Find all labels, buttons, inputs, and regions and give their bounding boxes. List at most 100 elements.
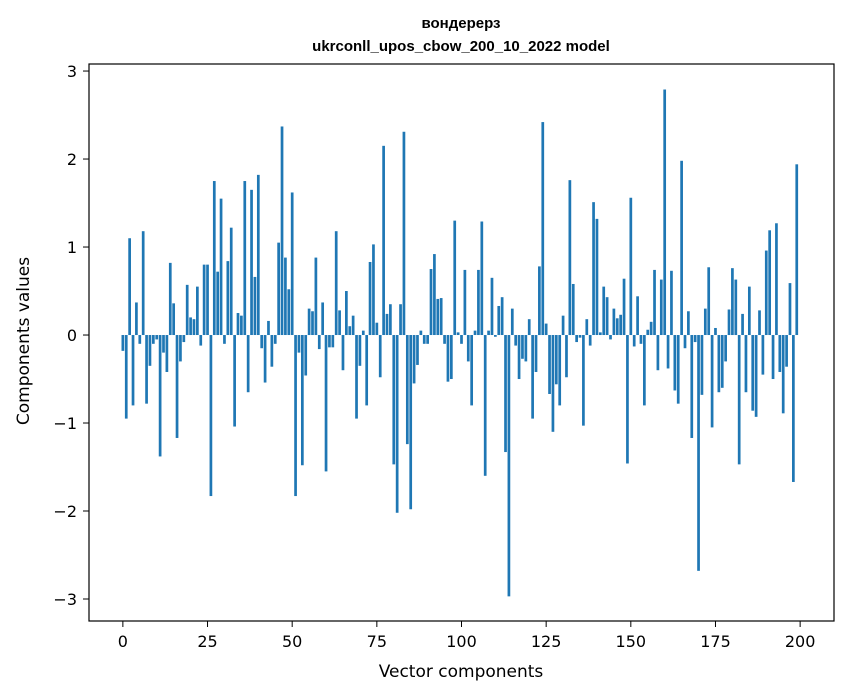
bar-20	[189, 317, 192, 336]
bar-141	[598, 332, 602, 336]
bar-151	[632, 335, 636, 347]
bar-156	[649, 321, 653, 336]
bar-131	[565, 335, 568, 378]
bar-59	[321, 302, 325, 336]
bar-82	[399, 304, 402, 336]
y-tick-label--1: −1	[53, 414, 77, 433]
bar-series	[121, 89, 799, 597]
bar-116	[514, 335, 518, 346]
bar-26	[209, 335, 213, 497]
bar-31	[226, 261, 230, 336]
bar-188	[758, 310, 761, 336]
bar-134	[575, 335, 578, 343]
bar-33	[233, 335, 236, 427]
bar-18	[182, 335, 186, 343]
bar-51	[294, 335, 297, 497]
bar-103	[470, 335, 474, 406]
bar-86	[412, 335, 416, 384]
bar-97	[449, 335, 453, 380]
bar-30	[223, 335, 226, 344]
bar-132	[568, 180, 572, 336]
bar-47	[280, 126, 284, 336]
bar-101	[463, 269, 467, 336]
bar-55	[307, 308, 311, 336]
bar-183	[741, 313, 744, 336]
bar-147	[619, 314, 623, 336]
bar-129	[558, 335, 562, 406]
bar-107	[483, 335, 487, 476]
x-tick-label-150: 150	[616, 632, 647, 651]
bar-120	[527, 319, 531, 336]
bar-119	[524, 335, 528, 362]
bar-167	[687, 311, 690, 336]
bar-7	[145, 335, 148, 404]
bar-168	[690, 335, 694, 438]
bar-189	[761, 335, 765, 375]
bar-36	[243, 181, 247, 336]
bar-194	[778, 335, 782, 372]
bar-41	[260, 335, 264, 349]
bar-0	[121, 335, 125, 351]
bar-57	[314, 257, 318, 336]
bar-136	[582, 335, 585, 426]
bar-122	[534, 335, 538, 372]
bar-83	[402, 131, 406, 336]
bar-146	[615, 318, 619, 336]
y-tick-label--3: −3	[53, 590, 77, 609]
bar-182	[737, 335, 741, 465]
bar-126	[548, 335, 551, 394]
bar-69	[355, 335, 358, 419]
bar-9	[151, 335, 155, 344]
bar-154	[643, 335, 646, 406]
bar-35	[240, 315, 243, 336]
bar-127	[551, 335, 555, 432]
bar-166	[683, 335, 687, 349]
bar-198	[792, 335, 795, 482]
bar-173	[707, 267, 711, 336]
bar-187	[754, 335, 758, 417]
chart-title-line-2: ukrconll_upos_cbow_200_10_2022 model	[312, 38, 610, 55]
bar-94	[439, 298, 443, 336]
x-tick-label-75: 75	[367, 632, 387, 651]
bar-76	[378, 335, 382, 378]
bar-25	[206, 264, 209, 336]
bar-164	[676, 335, 680, 404]
bar-113	[504, 335, 507, 453]
y-tick-label-2: 2	[67, 150, 77, 169]
bar-117	[517, 335, 521, 380]
bar-42	[263, 335, 267, 383]
bar-2	[128, 238, 131, 336]
x-axis-ticks: 0 25 50 75 100 125 150 175 200	[118, 621, 816, 651]
bar-45	[273, 335, 277, 344]
bar-152	[636, 296, 639, 336]
bar-98	[453, 220, 457, 336]
bar-163	[673, 335, 677, 391]
bar-165	[680, 160, 683, 336]
bar-46	[277, 242, 280, 336]
bar-118	[521, 335, 524, 359]
bar-124	[541, 122, 545, 336]
bar-71	[361, 330, 365, 336]
x-tick-label-200: 200	[785, 632, 816, 651]
bar-5	[138, 335, 142, 344]
bar-195	[781, 335, 785, 414]
bar-74	[372, 244, 375, 336]
bar-13	[165, 335, 169, 372]
bar-158	[656, 335, 660, 371]
bar-85	[409, 335, 413, 510]
bar-150	[629, 197, 633, 336]
bar-65	[341, 335, 345, 371]
bar-58	[317, 335, 321, 350]
bar-180	[731, 268, 734, 336]
bar-174	[710, 335, 714, 428]
bar-115	[510, 308, 514, 336]
x-tick-label-175: 175	[700, 632, 731, 651]
bar-64	[338, 310, 341, 336]
bar-159	[659, 279, 663, 336]
bar-66	[345, 291, 348, 336]
bar-4	[135, 302, 138, 336]
bar-135	[578, 335, 582, 338]
bar-190	[764, 250, 768, 336]
